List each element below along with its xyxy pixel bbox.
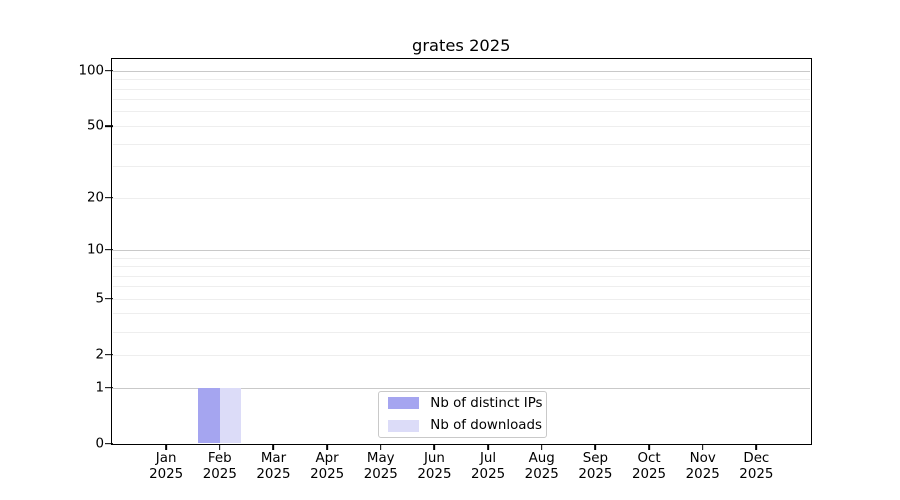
gridline-minor-80 [112, 88, 810, 90]
y-tick-mark-1 [105, 386, 113, 389]
x-tick-mark-sep [594, 445, 597, 450]
x-tick-label-jul: Jul 2025 [471, 450, 506, 482]
x-tick-label-sep: Sep 2025 [578, 450, 613, 482]
y-tick-label-0: 0 [95, 435, 104, 451]
gridline-minor-4 [112, 313, 810, 315]
x-tick-mark-jun [433, 445, 436, 450]
gridline-major-10 [112, 249, 810, 251]
gridline-minor-20 [112, 197, 810, 199]
gridline-minor-9 [112, 257, 810, 259]
y-tick-mark-10 [105, 248, 113, 251]
x-tick-label-feb: Feb 2025 [202, 450, 237, 482]
x-tick-mark-jul [487, 445, 489, 450]
gridline-minor-6 [112, 286, 810, 288]
x-tick-label-jan: Jan 2025 [149, 450, 184, 482]
y-tick-label-20: 20 [86, 189, 104, 205]
y-tick-label-1: 1 [95, 379, 104, 395]
y-tick-mark-0 [105, 442, 113, 445]
gridline-minor-3 [112, 331, 810, 333]
gridline-minor-7 [112, 275, 810, 277]
x-tick-mark-oct [648, 445, 650, 450]
x-tick-mark-aug [540, 445, 543, 450]
y-tick-label-100: 100 [78, 62, 104, 78]
gridline-minor-2 [112, 354, 810, 356]
gridline-minor-5 [112, 298, 810, 300]
legend-label-downloads: Nb of downloads [430, 418, 542, 434]
x-tick-mark-nov [701, 445, 704, 450]
y-tick-label-10: 10 [86, 242, 104, 258]
gridline-minor-90 [112, 79, 810, 81]
x-tick-label-nov: Nov 2025 [685, 450, 720, 482]
x-tick-label-dec: Dec 2025 [739, 450, 774, 482]
y-tick-mark-50 [105, 125, 113, 127]
legend: Nb of distinct IPs Nb of downloads [378, 391, 547, 438]
y-tick-label-5: 5 [95, 291, 104, 307]
gridline-minor-50 [112, 125, 810, 127]
gridline-minor-70 [112, 99, 810, 101]
x-tick-mark-jan [165, 445, 167, 450]
plot-area: Nb of distinct IPs Nb of downloads [112, 60, 810, 444]
y-tick-label-2: 2 [95, 347, 104, 363]
x-tick-mark-feb [218, 445, 221, 450]
x-tick-label-apr: Apr 2025 [310, 450, 345, 482]
x-tick-mark-dec [755, 445, 758, 450]
gridline-minor-30 [112, 166, 810, 168]
x-tick-mark-mar [272, 445, 275, 450]
gridline-major-100 [112, 70, 810, 72]
y-tick-mark-2 [105, 353, 113, 356]
legend-swatch-distinct-ips [388, 397, 420, 409]
legend-item-downloads: Nb of downloads [388, 418, 542, 434]
x-tick-label-mar: Mar 2025 [256, 450, 291, 482]
x-tick-label-may: May 2025 [363, 450, 398, 482]
gridline-major-1 [112, 387, 810, 389]
x-tick-label-jun: Jun 2025 [417, 450, 452, 482]
y-tick-label-50: 50 [86, 118, 104, 134]
bar-downloads-feb [219, 387, 242, 444]
x-tick-mark-may [379, 445, 382, 450]
gridline-minor-8 [112, 266, 810, 267]
bar-distinct-ips-feb [198, 387, 220, 444]
y-tick-mark-20 [105, 196, 113, 199]
gridline-minor-60 [112, 111, 810, 113]
x-tick-label-aug: Aug 2025 [524, 450, 559, 482]
y-tick-mark-100 [105, 69, 113, 72]
legend-swatch-downloads [388, 420, 420, 432]
legend-label-distinct-ips: Nb of distinct IPs [430, 395, 543, 411]
x-tick-label-oct: Oct 2025 [631, 450, 667, 482]
gridline-minor-40 [112, 143, 810, 145]
legend-item-distinct-ips: Nb of distinct IPs [388, 395, 543, 411]
y-tick-mark-5 [105, 297, 113, 300]
x-tick-mark-apr [326, 445, 328, 450]
chart-title: grates 2025 [412, 36, 511, 55]
